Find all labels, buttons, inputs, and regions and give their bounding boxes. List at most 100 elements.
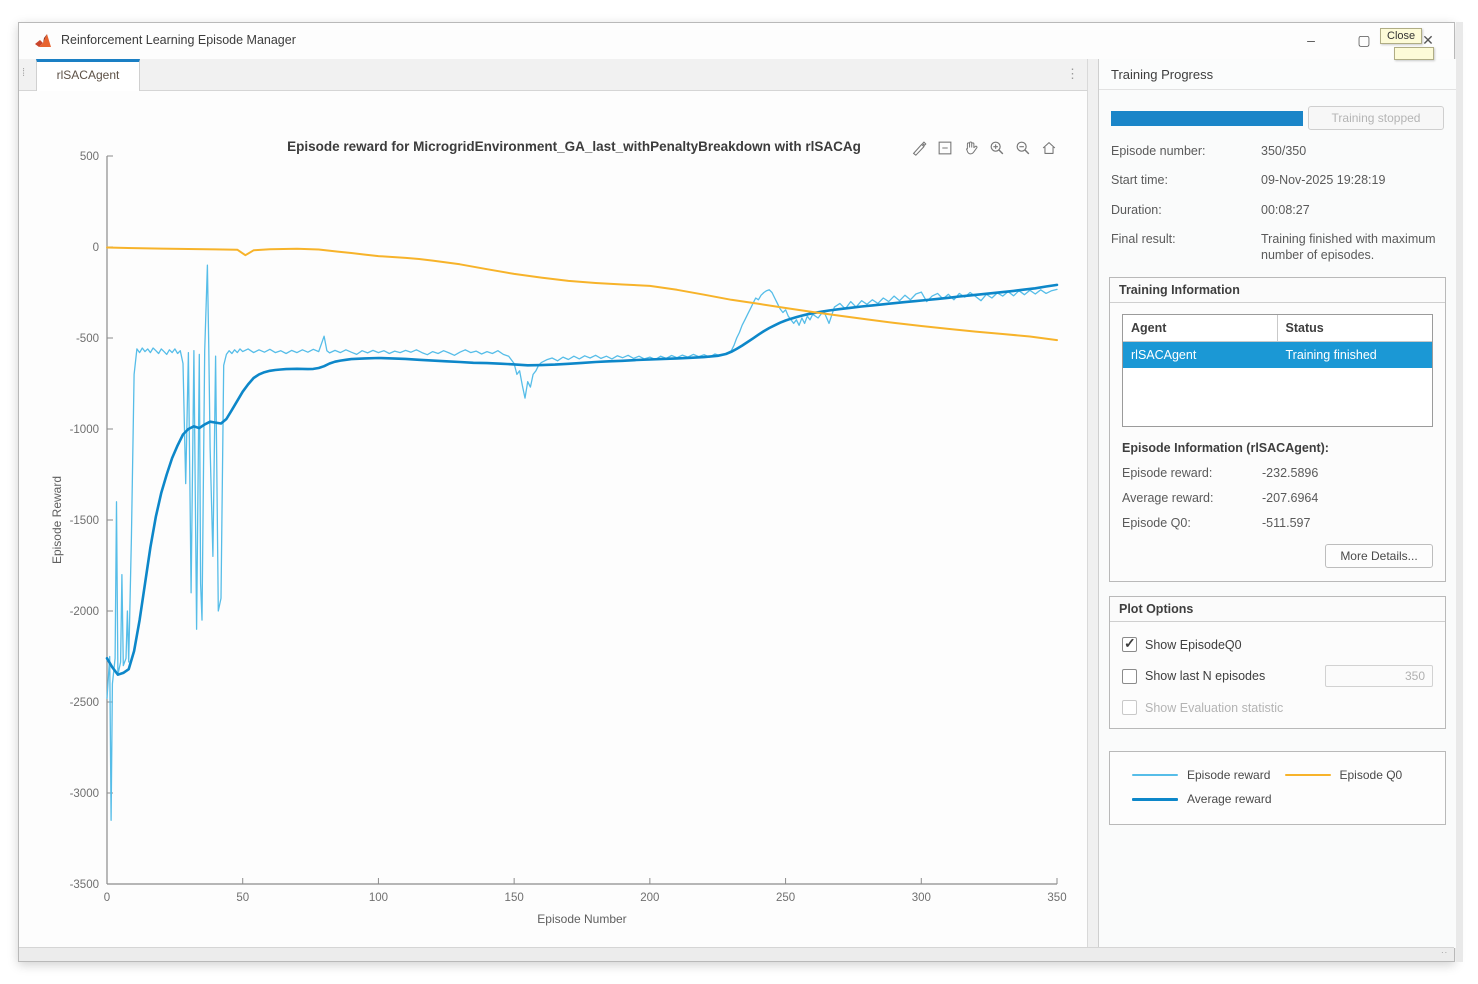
legend-label: Episode Q0 (1339, 768, 1403, 783)
legend-item-episode-q0[interactable]: Episode Q0 (1284, 768, 1438, 783)
training-information-section: Training Information Agent Status rlSACA… (1109, 277, 1446, 583)
close-button[interactable]: ✕ (1422, 32, 1434, 48)
desktop-edge (1456, 22, 1463, 962)
status-bar: ∙∙ (19, 947, 1454, 961)
tab-rlsacagent[interactable]: rlSACAgent (36, 59, 140, 91)
svg-text:0: 0 (104, 892, 110, 904)
field-label: Episode number: (1111, 144, 1206, 158)
training-stopped-button[interactable]: Training stopped (1308, 106, 1444, 130)
field-label: Episode reward: (1122, 466, 1213, 481)
legend-item-average-reward[interactable]: Average reward (1132, 792, 1285, 806)
tab-overflow-menu-icon[interactable]: ⋮ (1066, 66, 1079, 81)
agent-column-header: Agent (1123, 315, 1278, 342)
svg-text:-500: -500 (76, 333, 99, 345)
tab-bar-grip-icon[interactable]: ⁞ (22, 67, 25, 79)
export-icon[interactable] (935, 138, 955, 158)
chart-legend: Episode reward Average reward Episode Q0 (1109, 751, 1446, 826)
field-label: Average reward: (1122, 491, 1214, 506)
training-information-title: Training Information (1110, 278, 1445, 304)
field-value: 350/350 (1261, 144, 1307, 158)
minimize-button[interactable]: – (1307, 32, 1315, 48)
legend-label: Average reward (1187, 792, 1272, 807)
episode-q0-line-sample (1284, 774, 1331, 777)
x-axis-label: Episode Number (537, 912, 627, 926)
final-result-row: Final result: Training finished with max… (1111, 231, 1444, 264)
episode-reward-row: Episode reward: -232.5896 (1122, 466, 1433, 480)
agent-status-table[interactable]: Agent Status rlSACAgent Training finishe… (1122, 314, 1433, 428)
show-last-n-episodes-checkbox[interactable] (1122, 668, 1137, 684)
show-episodeq0-option: Show EpisodeQ0 (1122, 635, 1433, 653)
training-progress-panel: Training Progress Training stopped Episo… (1098, 59, 1456, 948)
svg-text:500: 500 (80, 151, 99, 163)
svg-text:-1500: -1500 (70, 515, 99, 527)
checkbox-label: Show EpisodeQ0 (1145, 637, 1242, 652)
resize-grip-icon[interactable]: ∙∙ (1440, 947, 1448, 957)
episode-number-row: Episode number: 350/350 (1111, 143, 1444, 159)
plot-options-section: Plot Options Show EpisodeQ0 Show last N … (1109, 596, 1446, 730)
svg-text:150: 150 (505, 892, 524, 904)
svg-text:-3500: -3500 (70, 879, 99, 891)
training-progress-bar (1111, 110, 1303, 126)
training-progress-fill (1111, 110, 1303, 126)
svg-text:250: 250 (776, 892, 795, 904)
table-row[interactable]: rlSACAgent Training finished (1123, 342, 1432, 369)
field-label: Duration: (1111, 202, 1162, 217)
document-tab-bar: ⁞ rlSACAgent ⋮ (19, 59, 1088, 91)
last-n-episodes-input[interactable] (1325, 665, 1433, 688)
legend-item-episode-reward[interactable]: Episode reward (1132, 768, 1285, 782)
legend-label: Episode reward (1187, 768, 1271, 783)
show-evaluation-statistic-checkbox[interactable] (1122, 700, 1137, 716)
field-value: 00:08:27 (1261, 202, 1310, 217)
svg-text:200: 200 (640, 892, 659, 904)
app-window: Reinforcement Learning Episode Manager –… (18, 22, 1456, 962)
edit-plot-icon[interactable] (909, 138, 929, 158)
matlab-logo-icon (35, 34, 51, 47)
episode-reward-line-sample (1132, 774, 1178, 777)
field-label: Start time: (1111, 173, 1168, 188)
table-header-row: Agent Status (1123, 315, 1432, 343)
average-reward-row: Average reward: -207.6964 (1122, 491, 1433, 505)
svg-text:-1000: -1000 (70, 424, 99, 436)
close-tooltip-fragment (1394, 47, 1434, 60)
pan-icon[interactable] (961, 138, 981, 158)
table-empty-area (1123, 368, 1432, 427)
duration-row: Duration: 00:08:27 (1111, 202, 1444, 218)
status-column-header: Status (1285, 321, 1324, 336)
start-time-row: Start time: 09-Nov-2025 19:28:19 (1111, 172, 1444, 188)
status-cell: Training finished (1285, 348, 1377, 363)
window-title: Reinforcement Learning Episode Manager (61, 33, 296, 47)
field-label: Episode Q0: (1122, 516, 1191, 531)
episode-reward-chart[interactable]: 500 0 -500 -1000 -1500 -2000 -2500 -3000 -3500 0 5… (19, 91, 1087, 947)
zoom-out-icon[interactable] (1013, 138, 1033, 158)
show-last-n-episodes-option: Show last N episodes (1122, 665, 1433, 688)
zoom-in-icon[interactable] (987, 138, 1007, 158)
field-value: -207.6964 (1262, 491, 1319, 506)
checkbox-label: Show Evaluation statistic (1145, 700, 1284, 715)
svg-text:350: 350 (1047, 892, 1066, 904)
show-episodeq0-checkbox[interactable] (1122, 635, 1137, 653)
close-tooltip: Close (1380, 28, 1423, 44)
average-reward-line-sample (1132, 797, 1178, 801)
svg-text:0: 0 (93, 242, 99, 254)
axes-toolbar (907, 137, 1061, 159)
svg-text:-2500: -2500 (70, 697, 99, 709)
svg-text:300: 300 (912, 892, 931, 904)
show-evaluation-statistic-option: Show Evaluation statistic (1122, 700, 1433, 716)
maximize-button[interactable]: ▢ (1357, 32, 1371, 48)
figure-document-area: 500 0 -500 -1000 -1500 -2000 -2500 -3000 -3500 0 5… (19, 91, 1088, 948)
plot-options-title: Plot Options (1110, 597, 1445, 623)
svg-text:50: 50 (236, 892, 249, 904)
agent-cell: rlSACAgent (1131, 348, 1197, 363)
chart-title: Episode reward for MicrogridEnvironment_… (287, 139, 861, 154)
svg-text:-3000: -3000 (70, 788, 99, 800)
field-label: Final result: (1111, 231, 1176, 246)
field-value: -232.5896 (1262, 466, 1319, 481)
y-axis-label: Episode Reward (50, 475, 64, 565)
field-value: 09-Nov-2025 19:28:19 (1261, 173, 1386, 188)
checkbox-label: Show last N episodes (1145, 669, 1266, 684)
episode-information-title: Episode Information (rlSACAgent): (1122, 441, 1329, 456)
svg-text:100: 100 (369, 892, 388, 904)
svg-text:-2000: -2000 (70, 606, 99, 618)
restore-view-icon[interactable] (1039, 138, 1059, 158)
more-details-button[interactable]: More Details... (1325, 544, 1433, 569)
